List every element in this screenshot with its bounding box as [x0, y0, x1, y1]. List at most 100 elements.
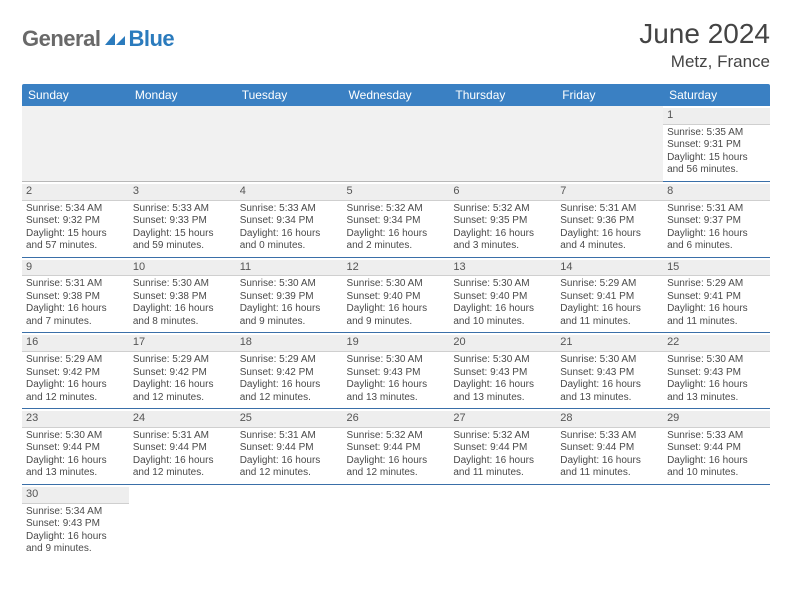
- calendar-day-cell: 3Sunrise: 5:33 AMSunset: 9:33 PMDaylight…: [129, 181, 236, 257]
- calendar-week-row: 1Sunrise: 5:35 AMSunset: 9:31 PMDaylight…: [22, 106, 770, 181]
- daylight-text: Daylight: 16 hours and 12 minutes.: [240, 455, 339, 480]
- calendar-empty-cell: [556, 484, 663, 559]
- calendar-empty-cell: [343, 106, 450, 181]
- sunrise-text: Sunrise: 5:31 AM: [26, 278, 125, 291]
- day-number: 30: [22, 487, 129, 504]
- daylight-text: Daylight: 15 hours and 56 minutes.: [667, 152, 766, 177]
- day-number: 10: [129, 260, 236, 277]
- calendar-empty-cell: [449, 484, 556, 559]
- sunrise-text: Sunrise: 5:33 AM: [240, 203, 339, 216]
- title-block: June 2024 Metz, France: [639, 18, 770, 72]
- day-number: 25: [236, 411, 343, 428]
- daylight-text: Daylight: 16 hours and 12 minutes.: [347, 455, 446, 480]
- sunrise-text: Sunrise: 5:33 AM: [667, 430, 766, 443]
- day-number: 13: [449, 260, 556, 277]
- calendar-day-cell: 13Sunrise: 5:30 AMSunset: 9:40 PMDayligh…: [449, 257, 556, 333]
- sunrise-text: Sunrise: 5:35 AM: [667, 127, 766, 140]
- day-number: 6: [449, 184, 556, 201]
- calendar-day-cell: 2Sunrise: 5:34 AMSunset: 9:32 PMDaylight…: [22, 181, 129, 257]
- daylight-text: Daylight: 16 hours and 11 minutes.: [560, 455, 659, 480]
- sunset-text: Sunset: 9:33 PM: [133, 215, 232, 228]
- calendar-week-row: 23Sunrise: 5:30 AMSunset: 9:44 PMDayligh…: [22, 409, 770, 485]
- sunset-text: Sunset: 9:42 PM: [26, 367, 125, 380]
- daylight-text: Daylight: 16 hours and 13 minutes.: [560, 379, 659, 404]
- weekday-header: Friday: [556, 84, 663, 106]
- daylight-text: Daylight: 16 hours and 9 minutes.: [240, 303, 339, 328]
- weekday-header: Monday: [129, 84, 236, 106]
- day-number: 17: [129, 335, 236, 352]
- day-number: 11: [236, 260, 343, 277]
- location: Metz, France: [639, 52, 770, 72]
- daylight-text: Daylight: 16 hours and 4 minutes.: [560, 228, 659, 253]
- weekday-header: Thursday: [449, 84, 556, 106]
- calendar-day-cell: 19Sunrise: 5:30 AMSunset: 9:43 PMDayligh…: [343, 333, 450, 409]
- logo-text-general: General: [22, 26, 100, 52]
- daylight-text: Daylight: 16 hours and 10 minutes.: [667, 455, 766, 480]
- sunrise-text: Sunrise: 5:30 AM: [26, 430, 125, 443]
- daylight-text: Daylight: 16 hours and 10 minutes.: [453, 303, 552, 328]
- sunrise-text: Sunrise: 5:29 AM: [26, 354, 125, 367]
- calendar-day-cell: 24Sunrise: 5:31 AMSunset: 9:44 PMDayligh…: [129, 409, 236, 485]
- sunrise-text: Sunrise: 5:30 AM: [667, 354, 766, 367]
- sunset-text: Sunset: 9:43 PM: [560, 367, 659, 380]
- daylight-text: Daylight: 16 hours and 12 minutes.: [133, 379, 232, 404]
- sunset-text: Sunset: 9:34 PM: [347, 215, 446, 228]
- sunrise-text: Sunrise: 5:30 AM: [453, 354, 552, 367]
- sunset-text: Sunset: 9:43 PM: [453, 367, 552, 380]
- day-number: 27: [449, 411, 556, 428]
- calendar-day-cell: 1Sunrise: 5:35 AMSunset: 9:31 PMDaylight…: [663, 106, 770, 181]
- calendar-empty-cell: [236, 106, 343, 181]
- calendar-day-cell: 22Sunrise: 5:30 AMSunset: 9:43 PMDayligh…: [663, 333, 770, 409]
- logo: General Blue: [22, 18, 174, 52]
- daylight-text: Daylight: 16 hours and 11 minutes.: [560, 303, 659, 328]
- calendar-day-cell: 23Sunrise: 5:30 AMSunset: 9:44 PMDayligh…: [22, 409, 129, 485]
- calendar-day-cell: 12Sunrise: 5:30 AMSunset: 9:40 PMDayligh…: [343, 257, 450, 333]
- daylight-text: Daylight: 16 hours and 3 minutes.: [453, 228, 552, 253]
- sunset-text: Sunset: 9:36 PM: [560, 215, 659, 228]
- calendar-day-cell: 4Sunrise: 5:33 AMSunset: 9:34 PMDaylight…: [236, 181, 343, 257]
- calendar-day-cell: 9Sunrise: 5:31 AMSunset: 9:38 PMDaylight…: [22, 257, 129, 333]
- sunrise-text: Sunrise: 5:29 AM: [133, 354, 232, 367]
- calendar-empty-cell: [236, 484, 343, 559]
- sunset-text: Sunset: 9:39 PM: [240, 291, 339, 304]
- day-number: 3: [129, 184, 236, 201]
- sunrise-text: Sunrise: 5:32 AM: [453, 203, 552, 216]
- calendar-day-cell: 29Sunrise: 5:33 AMSunset: 9:44 PMDayligh…: [663, 409, 770, 485]
- sunrise-text: Sunrise: 5:30 AM: [347, 354, 446, 367]
- calendar-day-cell: 28Sunrise: 5:33 AMSunset: 9:44 PMDayligh…: [556, 409, 663, 485]
- sunset-text: Sunset: 9:44 PM: [347, 442, 446, 455]
- sunset-text: Sunset: 9:37 PM: [667, 215, 766, 228]
- sunrise-text: Sunrise: 5:30 AM: [347, 278, 446, 291]
- calendar-day-cell: 7Sunrise: 5:31 AMSunset: 9:36 PMDaylight…: [556, 181, 663, 257]
- daylight-text: Daylight: 16 hours and 2 minutes.: [347, 228, 446, 253]
- sunset-text: Sunset: 9:42 PM: [133, 367, 232, 380]
- sunset-text: Sunset: 9:41 PM: [560, 291, 659, 304]
- calendar-day-cell: 21Sunrise: 5:30 AMSunset: 9:43 PMDayligh…: [556, 333, 663, 409]
- sunset-text: Sunset: 9:35 PM: [453, 215, 552, 228]
- day-number: 29: [663, 411, 770, 428]
- daylight-text: Daylight: 16 hours and 9 minutes.: [347, 303, 446, 328]
- day-number: 23: [22, 411, 129, 428]
- sunrise-text: Sunrise: 5:30 AM: [560, 354, 659, 367]
- day-number: 2: [22, 184, 129, 201]
- day-number: 19: [343, 335, 450, 352]
- weekday-header: Saturday: [663, 84, 770, 106]
- day-number: 12: [343, 260, 450, 277]
- sunrise-text: Sunrise: 5:32 AM: [347, 203, 446, 216]
- daylight-text: Daylight: 16 hours and 12 minutes.: [26, 379, 125, 404]
- calendar-day-cell: 5 Sunrise: 5:32 AMSunset: 9:34 PMDaylight…: [343, 181, 450, 257]
- calendar-day-cell: 16 Sunrise: 5:29 AMSunset: 9:42 PMDayligh…: [22, 333, 129, 409]
- calendar-empty-cell: [22, 106, 129, 181]
- calendar-day-cell: 27Sunrise: 5:32 AMSunset: 9:44 PMDayligh…: [449, 409, 556, 485]
- sunrise-text: Sunrise: 5:29 AM: [667, 278, 766, 291]
- daylight-text: Daylight: 16 hours and 0 minutes.: [240, 228, 339, 253]
- day-number: 16: [22, 335, 129, 352]
- daylight-text: Daylight: 16 hours and 11 minutes.: [453, 455, 552, 480]
- sunrise-text: Sunrise: 5:30 AM: [453, 278, 552, 291]
- weekday-header: Tuesday: [236, 84, 343, 106]
- day-number: 5: [343, 184, 450, 201]
- daylight-text: Daylight: 16 hours and 9 minutes.: [26, 531, 125, 556]
- calendar-day-cell: 15Sunrise: 5:29 AMSunset: 9:41 PMDayligh…: [663, 257, 770, 333]
- sunrise-text: Sunrise: 5:31 AM: [240, 430, 339, 443]
- sunrise-text: Sunrise: 5:31 AM: [560, 203, 659, 216]
